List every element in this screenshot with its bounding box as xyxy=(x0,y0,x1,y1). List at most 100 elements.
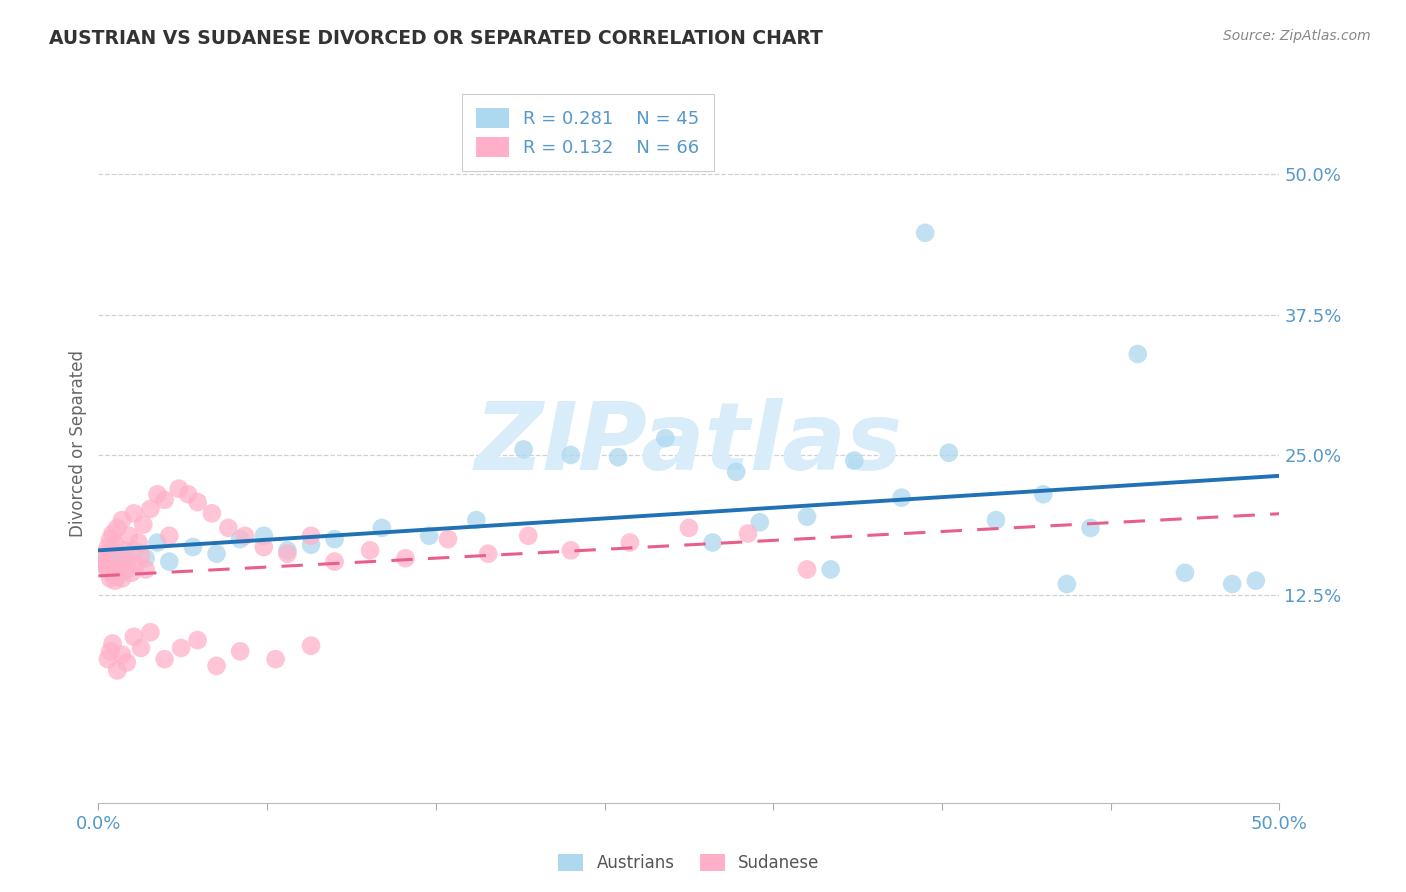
Point xyxy=(104,574,127,588)
Point xyxy=(702,535,724,549)
Point xyxy=(139,501,162,516)
Point xyxy=(170,640,193,655)
Point xyxy=(111,648,134,662)
Text: Source: ZipAtlas.com: Source: ZipAtlas.com xyxy=(1223,29,1371,43)
Point xyxy=(101,526,124,541)
Point xyxy=(129,640,152,655)
Point xyxy=(678,521,700,535)
Point xyxy=(654,431,676,445)
Point xyxy=(299,538,322,552)
Point xyxy=(167,482,190,496)
Point xyxy=(187,495,209,509)
Point xyxy=(128,535,150,549)
Legend: Austrians, Sudanese: Austrians, Sudanese xyxy=(550,846,828,880)
Point xyxy=(105,569,128,583)
Point xyxy=(98,644,121,658)
Point xyxy=(359,543,381,558)
Point xyxy=(984,513,1007,527)
Point xyxy=(94,560,117,574)
Point xyxy=(104,551,127,566)
Point xyxy=(111,513,134,527)
Point xyxy=(115,656,138,670)
Point xyxy=(201,506,224,520)
Point xyxy=(187,633,209,648)
Point xyxy=(264,652,287,666)
Point xyxy=(371,521,394,535)
Point xyxy=(890,491,912,505)
Point xyxy=(122,543,145,558)
Point xyxy=(820,562,842,576)
Point xyxy=(121,566,143,580)
Point xyxy=(97,540,120,554)
Point xyxy=(101,566,124,580)
Point xyxy=(129,549,152,563)
Point xyxy=(105,664,128,678)
Point xyxy=(98,571,121,585)
Point xyxy=(146,535,169,549)
Text: ZIPatlas: ZIPatlas xyxy=(475,398,903,490)
Point xyxy=(177,487,200,501)
Point xyxy=(748,516,770,530)
Point xyxy=(112,543,135,558)
Point xyxy=(205,659,228,673)
Point xyxy=(560,448,582,462)
Point xyxy=(146,487,169,501)
Point xyxy=(1080,521,1102,535)
Point xyxy=(104,538,127,552)
Point xyxy=(229,532,252,546)
Point xyxy=(108,549,131,563)
Point xyxy=(394,551,416,566)
Point xyxy=(229,644,252,658)
Point xyxy=(181,540,204,554)
Point xyxy=(94,555,117,569)
Point xyxy=(111,555,134,569)
Point xyxy=(560,543,582,558)
Point xyxy=(1244,574,1267,588)
Point xyxy=(253,540,276,554)
Point xyxy=(115,555,138,569)
Point xyxy=(418,529,440,543)
Text: AUSTRIAN VS SUDANESE DIVORCED OR SEPARATED CORRELATION CHART: AUSTRIAN VS SUDANESE DIVORCED OR SEPARAT… xyxy=(49,29,823,47)
Point xyxy=(796,509,818,524)
Y-axis label: Divorced or Separated: Divorced or Separated xyxy=(69,351,87,537)
Point xyxy=(98,532,121,546)
Point xyxy=(725,465,748,479)
Point xyxy=(135,551,157,566)
Point xyxy=(139,625,162,640)
Point xyxy=(157,529,180,543)
Point xyxy=(914,226,936,240)
Point xyxy=(94,558,117,572)
Point xyxy=(323,532,346,546)
Point xyxy=(276,547,298,561)
Point xyxy=(299,529,322,543)
Point xyxy=(517,529,540,543)
Point xyxy=(94,547,117,561)
Point xyxy=(737,526,759,541)
Point xyxy=(1126,347,1149,361)
Point xyxy=(1220,577,1243,591)
Point xyxy=(796,562,818,576)
Point xyxy=(98,558,121,572)
Point xyxy=(1174,566,1197,580)
Point xyxy=(437,532,460,546)
Point xyxy=(276,543,298,558)
Point xyxy=(105,555,128,569)
Point xyxy=(619,535,641,549)
Point xyxy=(299,639,322,653)
Point xyxy=(1032,487,1054,501)
Point xyxy=(105,521,128,535)
Point xyxy=(233,529,256,543)
Point xyxy=(153,492,176,507)
Point xyxy=(97,652,120,666)
Point xyxy=(111,571,134,585)
Point xyxy=(97,562,120,576)
Point xyxy=(938,446,960,460)
Point xyxy=(115,562,138,576)
Point xyxy=(153,652,176,666)
Point xyxy=(135,562,157,576)
Point xyxy=(101,566,124,580)
Point xyxy=(91,555,114,569)
Point xyxy=(97,562,120,576)
Point xyxy=(217,521,239,535)
Point xyxy=(512,442,534,457)
